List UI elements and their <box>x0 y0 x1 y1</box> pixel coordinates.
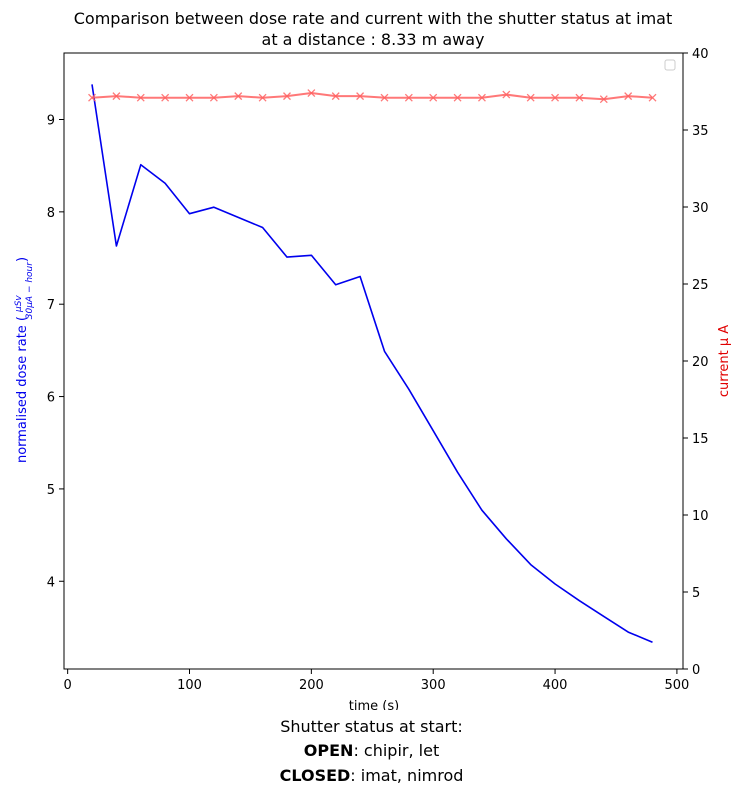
current-point-marker <box>502 90 511 99</box>
current-point-marker <box>88 93 96 102</box>
left-y-tick-label: 8 <box>47 206 55 221</box>
current-point-marker <box>477 93 486 102</box>
shutter-status-heading: Shutter status at start: <box>280 717 463 736</box>
right-y-axis-label: current μ A <box>717 325 732 397</box>
current-point-marker <box>380 93 389 102</box>
plot-frame <box>63 52 684 670</box>
x-tick-label: 0 <box>64 678 72 693</box>
closed-value: : imat, nimrod <box>350 766 464 785</box>
current-point-marker <box>599 95 608 104</box>
right-y-tick-label: 0 <box>692 663 700 678</box>
right-y-tick-label: 20 <box>692 355 709 370</box>
right-y-tick-label: 35 <box>692 124 709 139</box>
right-y-tick-label: 15 <box>692 432 709 447</box>
current-point-marker <box>112 92 121 101</box>
current-series-line <box>91 92 653 101</box>
left-y-axis-label: normalised dose rate ( μSv30μA − hour) <box>14 257 35 463</box>
chart-title-line2: at a distance : 8.33 m away <box>262 30 485 49</box>
current-point-marker <box>551 93 560 102</box>
open-label: OPEN <box>303 741 354 760</box>
x-tick-label: 300 <box>421 678 446 693</box>
current-point-marker <box>136 93 145 102</box>
plot-area: 0 100 200 300 400 500 4 5 6 7 8 9 0 5 10 15 20 25 30 35 40 <box>47 47 709 693</box>
x-tick-label: 400 <box>543 678 568 693</box>
current-point-marker <box>161 93 170 102</box>
current-point-marker <box>526 93 535 102</box>
current-point-marker <box>453 93 462 102</box>
current-point-marker <box>404 93 413 102</box>
dose-rate-series-line <box>91 84 653 643</box>
current-point-marker <box>331 92 340 101</box>
shutter-open-line: OPEN: chipir, let <box>0 741 743 760</box>
current-point-marker <box>283 92 291 101</box>
left-y-tick-label: 7 <box>47 298 55 313</box>
current-point-marker <box>648 93 657 102</box>
current-point-marker <box>429 93 438 102</box>
x-axis-label: time (s) <box>349 699 399 710</box>
closed-label: CLOSED <box>279 766 351 785</box>
right-y-tick-label: 5 <box>692 586 700 601</box>
current-point-marker <box>307 89 316 97</box>
left-y-tick-label: 6 <box>47 391 55 406</box>
left-y-label-numerator: μSv <box>14 295 24 313</box>
x-tick-label: 100 <box>177 678 202 693</box>
right-y-tick-label: 10 <box>692 509 709 524</box>
left-y-label-suffix: ) <box>15 257 30 262</box>
x-tick-label: 500 <box>664 678 689 693</box>
current-point-marker <box>209 93 218 102</box>
right-y-tick-label: 25 <box>692 278 709 293</box>
x-tick-label: 200 <box>299 678 324 693</box>
current-point-marker <box>624 92 633 101</box>
legend-box <box>664 59 676 71</box>
right-y-tick-label: 30 <box>692 201 709 216</box>
chart: Comparison between dose rate and current… <box>14 9 732 710</box>
current-point-marker <box>575 93 584 102</box>
left-y-tick-label: 9 <box>47 113 55 128</box>
left-y-label-denominator: 30μA − hour <box>25 261 35 320</box>
current-point-marker <box>234 92 243 101</box>
shutter-closed-line: CLOSED: imat, nimrod <box>0 766 743 785</box>
open-value: : chipir, let <box>353 741 440 760</box>
left-y-label-prefix: normalised dose rate ( <box>15 316 30 463</box>
left-y-tick-label: 4 <box>47 575 55 590</box>
chart-title-line1: Comparison between dose rate and current… <box>74 9 673 28</box>
current-point-marker <box>185 93 194 102</box>
svg-text:normalised dose rate (μSv30μA: normalised dose rate ( μSv30μA − hour) <box>14 257 35 463</box>
right-y-tick-label: 40 <box>692 47 709 62</box>
current-point-marker <box>258 93 267 102</box>
current-point-marker <box>356 92 365 101</box>
left-y-tick-label: 5 <box>47 483 55 498</box>
